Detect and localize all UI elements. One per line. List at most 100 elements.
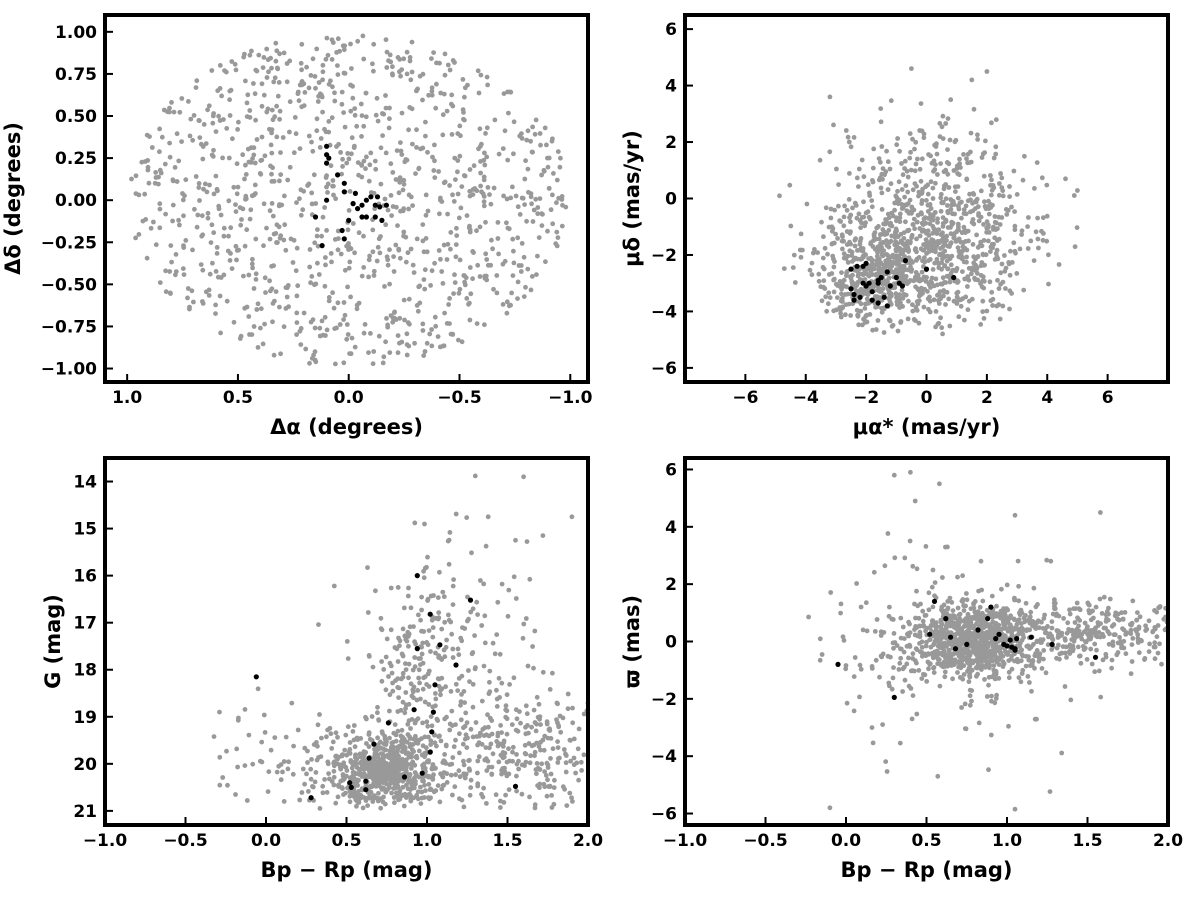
field-point bbox=[253, 191, 258, 196]
field-point bbox=[294, 320, 300, 325]
field-point bbox=[1007, 306, 1012, 312]
field-point bbox=[539, 223, 545, 229]
field-point bbox=[340, 773, 346, 779]
field-point bbox=[248, 145, 254, 151]
field-point bbox=[937, 683, 943, 689]
member-point bbox=[253, 674, 259, 680]
field-point bbox=[404, 331, 410, 337]
field-point bbox=[440, 783, 446, 788]
field-point bbox=[461, 762, 467, 768]
field-point bbox=[859, 220, 864, 226]
field-point bbox=[533, 728, 539, 734]
field-point bbox=[1128, 671, 1134, 677]
field-point bbox=[299, 82, 305, 88]
field-point bbox=[390, 748, 396, 753]
y-tick-label: 21 bbox=[73, 802, 97, 822]
field-point bbox=[188, 116, 194, 122]
field-point bbox=[989, 187, 995, 193]
field-point bbox=[383, 747, 389, 753]
field-point bbox=[404, 157, 410, 163]
field-point bbox=[381, 111, 387, 117]
field-point bbox=[390, 319, 396, 325]
field-point bbox=[401, 605, 407, 611]
field-point bbox=[403, 259, 409, 265]
field-point bbox=[217, 86, 223, 91]
field-point bbox=[538, 739, 543, 745]
field-point bbox=[846, 197, 852, 202]
field-point bbox=[529, 274, 535, 279]
field-point bbox=[217, 754, 223, 760]
field-point bbox=[851, 674, 857, 679]
field-point bbox=[902, 166, 907, 171]
field-point bbox=[957, 251, 963, 257]
field-point bbox=[317, 145, 323, 150]
field-point bbox=[425, 149, 430, 155]
field-point bbox=[537, 716, 542, 722]
field-point bbox=[944, 611, 950, 617]
field-point bbox=[469, 651, 475, 657]
field-point bbox=[555, 149, 561, 155]
field-point bbox=[1016, 583, 1021, 589]
field-point bbox=[306, 789, 311, 794]
field-point bbox=[900, 263, 906, 269]
field-point bbox=[931, 654, 936, 659]
field-point bbox=[551, 171, 556, 176]
field-point bbox=[306, 85, 312, 91]
field-point bbox=[308, 766, 314, 772]
field-point bbox=[278, 777, 284, 783]
field-point bbox=[923, 544, 929, 549]
field-point bbox=[1121, 627, 1127, 633]
field-point bbox=[1009, 204, 1014, 210]
field-point bbox=[522, 202, 527, 208]
field-point bbox=[913, 305, 919, 310]
field-point bbox=[981, 173, 987, 179]
field-point bbox=[927, 202, 933, 207]
field-point bbox=[513, 537, 518, 543]
field-point bbox=[900, 624, 906, 630]
field-point bbox=[326, 81, 332, 87]
field-point bbox=[396, 743, 402, 749]
field-point bbox=[354, 306, 360, 312]
field-point bbox=[477, 126, 483, 132]
field-point bbox=[214, 245, 220, 250]
field-point bbox=[890, 675, 896, 681]
field-point bbox=[985, 654, 991, 660]
field-point bbox=[571, 755, 577, 761]
field-point bbox=[960, 573, 965, 579]
field-point bbox=[266, 69, 271, 75]
field-point bbox=[978, 322, 984, 327]
field-point bbox=[338, 150, 343, 155]
field-point bbox=[479, 623, 485, 628]
field-point bbox=[940, 113, 946, 119]
field-point bbox=[927, 221, 933, 227]
field-point bbox=[571, 762, 577, 768]
field-point bbox=[420, 720, 425, 726]
field-point bbox=[283, 734, 289, 740]
field-point bbox=[383, 339, 388, 345]
field-point bbox=[868, 241, 873, 247]
field-point bbox=[1110, 643, 1116, 648]
field-point bbox=[383, 222, 389, 228]
field-point bbox=[851, 135, 857, 140]
field-point bbox=[549, 805, 555, 810]
field-point bbox=[246, 272, 252, 278]
field-point bbox=[334, 325, 339, 331]
member-point bbox=[427, 749, 433, 755]
field-point bbox=[479, 698, 485, 704]
field-point bbox=[504, 692, 510, 698]
field-point bbox=[1056, 642, 1061, 648]
field-point bbox=[540, 533, 546, 538]
field-point bbox=[538, 747, 543, 753]
field-point bbox=[934, 624, 940, 630]
field-point bbox=[504, 759, 510, 765]
field-point bbox=[459, 184, 465, 190]
field-point bbox=[492, 651, 498, 657]
field-point bbox=[401, 297, 407, 303]
field-point bbox=[335, 72, 341, 77]
field-point bbox=[422, 267, 428, 273]
field-point bbox=[482, 613, 488, 619]
field-point bbox=[482, 162, 488, 168]
member-point bbox=[893, 274, 899, 281]
field-point bbox=[470, 704, 476, 710]
field-point bbox=[450, 655, 456, 660]
